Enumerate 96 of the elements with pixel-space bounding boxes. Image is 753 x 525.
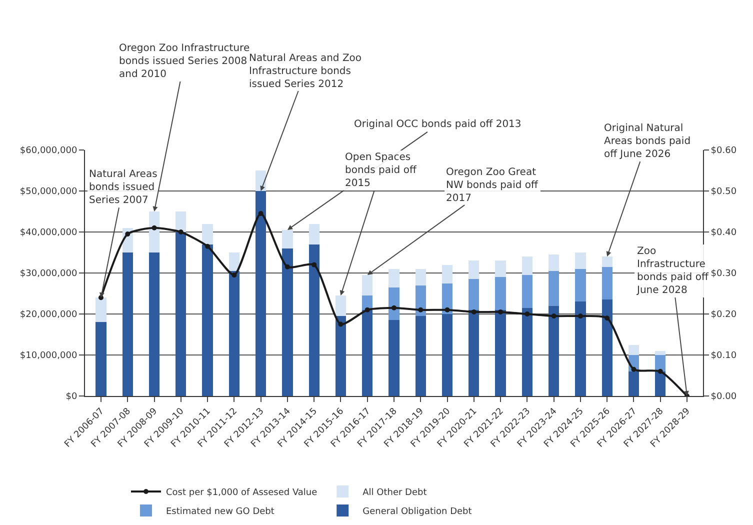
bar [255, 191, 266, 396]
annotation: Zoo Infrastructure bonds paid off June 2028 [636, 246, 710, 296]
bar [122, 252, 133, 396]
annotation: Open Spaces bonds paid off 2015 [345, 152, 418, 189]
bar [522, 308, 533, 396]
bar [388, 268, 400, 288]
y-tick-label: $50,000,000 [20, 187, 78, 198]
point [604, 316, 610, 321]
bar [148, 252, 160, 396]
bar [602, 266, 612, 300]
point [578, 314, 583, 319]
bar [308, 244, 320, 396]
bar [655, 355, 666, 372]
bar [575, 302, 586, 396]
point [205, 244, 210, 249]
bar [148, 212, 160, 252]
annotation: Natural Areas and Zoo Infrastructure bonds issued Series 2012 [249, 53, 362, 90]
y-tick-label: $30,000,000 [20, 269, 78, 280]
point [338, 322, 344, 327]
bar [495, 277, 506, 310]
y-tick-label: $20,000,000 [20, 310, 78, 320]
point [444, 307, 450, 312]
bar [308, 224, 320, 244]
legend-label: Estimated new GO Debt [166, 507, 275, 518]
point [258, 211, 264, 216]
bar [96, 322, 106, 396]
bar [415, 268, 426, 286]
bar [468, 310, 480, 396]
bar [202, 224, 213, 244]
bar [522, 256, 533, 276]
y-tick-label: $10,000,000 [20, 351, 78, 362]
point [125, 232, 130, 237]
bar [655, 371, 666, 396]
bar [228, 270, 240, 396]
y2-tick-label: $0.20 [710, 310, 737, 320]
y-tick-label: $40,000,000 [20, 228, 78, 238]
point [364, 307, 370, 312]
bar [628, 344, 640, 355]
point [232, 272, 237, 278]
point [631, 366, 636, 372]
point [392, 305, 396, 310]
bar [442, 264, 453, 284]
bar [548, 254, 560, 271]
point [284, 264, 290, 270]
point [498, 309, 504, 314]
legend-label: All Other Debt [362, 488, 428, 498]
bar [335, 316, 346, 396]
point [418, 307, 424, 312]
bar [602, 300, 612, 396]
y2-tick-label: $0.10 [710, 351, 737, 362]
y2-tick-label: $0.60 [710, 146, 737, 156]
annotation: Original OCC bonds paid off 2013 [354, 119, 522, 130]
bar [282, 248, 293, 396]
bar [335, 296, 346, 316]
bar [602, 256, 612, 267]
point [551, 314, 556, 319]
bar [388, 320, 400, 396]
point [312, 262, 317, 268]
y2-tick-label: $0.50 [710, 187, 737, 198]
legend-label: General Obligation Debt [362, 507, 472, 518]
bar [495, 260, 506, 278]
bar [362, 310, 373, 396]
bar [415, 285, 426, 316]
y2-tick-label: $0.00 [710, 392, 737, 402]
bar [548, 306, 560, 396]
bar [202, 244, 213, 396]
y2-tick-label: $0.40 [710, 228, 737, 238]
bar [388, 287, 400, 320]
point [178, 230, 184, 234]
bar [495, 310, 506, 396]
bar [228, 252, 240, 271]
bar [522, 275, 533, 308]
bar [96, 298, 106, 322]
annotation: Oregon Zoo Great NW bonds paid off 2017 [446, 167, 539, 204]
bar [442, 314, 453, 396]
annotation: Original Natural Areas bonds paid off June 2026 [604, 123, 691, 160]
bar [575, 268, 586, 302]
bar [176, 232, 186, 396]
annotation: Natural Areas bonds issued Series 2007 [89, 169, 158, 206]
point [658, 368, 663, 374]
bar [655, 350, 666, 355]
y-tick-label: $0 [66, 392, 78, 402]
legend-label: Cost per $1,000 of Assesed Value [166, 488, 318, 498]
bar [468, 279, 480, 310]
bar [176, 212, 186, 232]
point [524, 312, 530, 316]
y-tick-label: $60,000,000 [20, 146, 78, 156]
point [471, 309, 476, 314]
bar [548, 270, 560, 306]
y2-tick-label: $0.30 [710, 269, 737, 280]
bar [415, 316, 426, 396]
bar [628, 371, 640, 396]
bar [575, 252, 586, 269]
point [152, 225, 157, 230]
bar [442, 283, 453, 314]
bar [468, 260, 480, 280]
